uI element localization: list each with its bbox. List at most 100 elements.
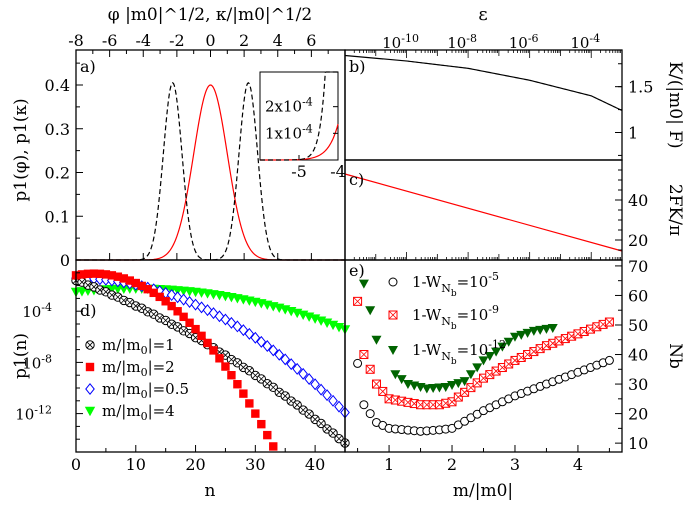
data-point	[371, 335, 382, 345]
x-tick-label: 1	[384, 455, 394, 474]
y-tick-label: 50	[628, 316, 648, 335]
y-tick-label: 0.4	[45, 76, 70, 95]
y-tick-label: 0	[60, 251, 70, 270]
data-point-cross	[258, 375, 265, 383]
legend-label-subsub: b	[451, 289, 457, 299]
y-axis-title-e: Nb	[665, 343, 685, 369]
legend-label: m/|m0|=1	[102, 336, 175, 357]
inset-y-tick-label: 2x10-4	[265, 96, 313, 116]
x-tick-label-base: 10	[509, 34, 528, 52]
data-point	[184, 296, 195, 309]
data-point	[262, 340, 273, 353]
data-point-cross	[329, 429, 337, 437]
data-point	[256, 335, 267, 348]
data-point	[155, 292, 164, 302]
data-point	[434, 383, 445, 393]
data-point-cross	[372, 379, 381, 389]
data-point	[547, 323, 558, 333]
data-point	[251, 409, 260, 418]
y-tick-label: 1	[628, 124, 638, 143]
legend-label-sub: N	[441, 282, 451, 295]
y-axis-title-a: p1(φ), p1(κ)	[11, 98, 31, 201]
data-point	[191, 324, 200, 334]
x-tick-label-base: 10	[447, 34, 466, 52]
x-tick-label: 0	[71, 455, 81, 474]
data-point	[83, 269, 93, 279]
data-point	[149, 288, 158, 298]
data-point-cross	[378, 387, 388, 396]
legend-label: m/|m0|=4	[102, 402, 175, 423]
data-point	[503, 337, 514, 347]
legend-label-sub: 0	[141, 344, 148, 357]
data-point-cross	[305, 410, 313, 418]
y-tick-label-base: 10	[22, 303, 41, 321]
panel-d: 0 10 20 30 4010-410-810-12d)m/|m0|=1m/|m0|=2…	[15, 259, 351, 474]
x-tick-label: 2	[447, 455, 457, 474]
legend-label-part: m/|m	[102, 358, 141, 376]
legend-label-subsub: b	[451, 322, 457, 332]
y-tick-label-exp: -12	[34, 404, 52, 417]
data-point	[203, 338, 212, 348]
panel-label: b)	[349, 57, 365, 76]
y-tick-label: 40	[628, 346, 648, 365]
y-axis-title-d: p1(n)	[11, 333, 31, 379]
data-point-cross	[365, 365, 375, 374]
y-tick-label-base: 10	[15, 406, 34, 424]
x-tick-label-exp: -8	[466, 32, 477, 45]
data-point-cross	[234, 359, 241, 367]
x-tick-label: -6	[102, 31, 118, 50]
panel-c-frame	[344, 159, 623, 261]
legend-label-base: 1-W	[412, 306, 442, 324]
x-tick-label: -8	[68, 31, 84, 50]
data-point	[516, 330, 527, 340]
y-tick-label: 1.5	[628, 78, 653, 97]
data-point	[310, 378, 320, 391]
legend-label-exp: -5	[488, 270, 499, 283]
y-tick-label: 70	[628, 257, 648, 276]
data-point	[85, 383, 95, 395]
chart-root: -8 -6 -4 -2 0 2 4 600.10.20.30.4a)-5 -41x10-42x1…	[11, 4, 685, 501]
panel-b-frame	[344, 49, 623, 161]
data-point	[388, 346, 398, 355]
data-point	[316, 383, 326, 396]
inset-y-tick-base: 1x10	[265, 124, 302, 142]
data-point	[421, 384, 432, 394]
data-point	[459, 377, 470, 387]
data-point	[209, 346, 218, 355]
y-tick-label-exp: -4	[41, 301, 52, 314]
data-point	[226, 316, 237, 329]
legend-label-exp: -12	[488, 338, 506, 351]
panel-e: 1 2 3 410203040506070e)1-WNb=10-51-WNb=10-9…	[344, 257, 648, 474]
data-point	[497, 342, 508, 352]
x-tick-label: 0	[205, 31, 215, 50]
data-point	[197, 331, 206, 341]
y-axis-title-a-text: p1(φ), p1(κ)	[11, 98, 31, 201]
x-tick-label: 10	[126, 455, 146, 474]
data-point	[484, 352, 495, 361]
inset-x-tick-label: -5	[291, 162, 307, 181]
axis-titles: φ |m0|^1/2, κ/|m0|^1/2 ε n m/|m0| p1(φ), p1(…	[11, 4, 685, 501]
y-tick-label: 0.1	[45, 207, 70, 226]
data-point	[131, 278, 140, 288]
data-point	[268, 344, 279, 357]
x-tick-label: 10-10	[382, 32, 419, 52]
data-point	[358, 279, 369, 289]
legend-label-part: m/|m	[102, 380, 141, 398]
data-point	[244, 327, 255, 340]
panel-label: d)	[80, 301, 96, 320]
data-point	[233, 380, 242, 389]
y-tick-label: 30	[628, 375, 648, 394]
data-point	[535, 325, 546, 335]
data-point	[232, 320, 243, 333]
legend-label-part: |=4	[148, 402, 175, 420]
data-point	[465, 370, 476, 380]
data-point	[365, 409, 375, 419]
legend-label-sub: N	[441, 315, 451, 328]
y-tick-label: 10-4	[22, 301, 52, 321]
y-tick-label: 10	[628, 434, 648, 453]
x-axis-title-e: m/|m0|	[453, 481, 513, 501]
data-point	[89, 269, 99, 278]
legend-label-eq: =10	[457, 306, 489, 324]
x-tick-label: 30	[245, 455, 265, 474]
